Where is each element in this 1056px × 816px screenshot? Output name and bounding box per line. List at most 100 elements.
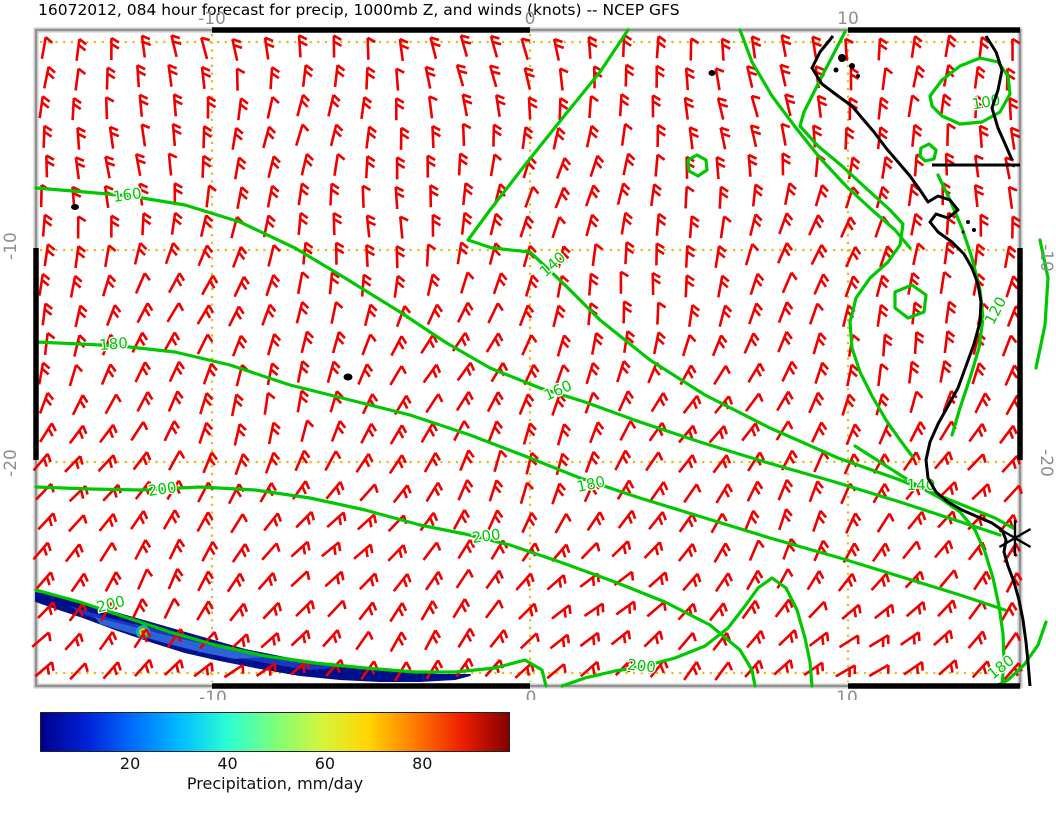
- wind-barb: [389, 602, 408, 623]
- wind-barb: [971, 660, 992, 679]
- wind-barb: [552, 304, 566, 328]
- wind-barb: [452, 598, 471, 619]
- wind-barb: [489, 212, 504, 236]
- wind-barb: [64, 455, 84, 473]
- wind-barb: [130, 510, 149, 530]
- wind-barb: [37, 601, 57, 619]
- wind-barb: [907, 272, 920, 295]
- wind-barb: [68, 364, 84, 387]
- wind-barb: [459, 271, 475, 294]
- wind-barb: [163, 420, 181, 442]
- wind-barb: [875, 393, 890, 416]
- wind-barb: [781, 360, 798, 383]
- wind-barb: [784, 93, 796, 117]
- wind-barb: [808, 631, 830, 647]
- wind-barb: [684, 66, 695, 91]
- wind-barb: [555, 452, 570, 476]
- contour-label: 200: [471, 525, 502, 547]
- wind-barb: [426, 303, 444, 326]
- wind-barb: [774, 598, 794, 618]
- wind-barb: [394, 185, 405, 210]
- wind-barb: [325, 480, 345, 500]
- wind-barb: [614, 449, 632, 471]
- wind-barb: [461, 122, 472, 146]
- wind-barb: [619, 270, 630, 294]
- wind-barb: [648, 571, 669, 588]
- wind-barb: [358, 601, 378, 621]
- wind-barb: [41, 213, 53, 237]
- wind-barb: [909, 390, 924, 414]
- wind-barb: [616, 360, 631, 383]
- wind-barb: [455, 391, 474, 412]
- wind-barb: [167, 390, 184, 412]
- wind-barb: [811, 35, 823, 59]
- wind-barb: [876, 303, 889, 327]
- wind-barb: [131, 598, 149, 620]
- wind-barb: [231, 38, 243, 61]
- wind-barb: [622, 152, 636, 176]
- wind-barb: [522, 422, 537, 445]
- wind-barb: [431, 213, 442, 237]
- wind-barb: [618, 93, 630, 117]
- wind-barb: [938, 659, 959, 676]
- wind-barb: [554, 513, 572, 534]
- wind-barb: [105, 304, 122, 327]
- wind-barb: [684, 244, 696, 268]
- wind-barb: [330, 301, 344, 324]
- wind-barb: [134, 539, 152, 561]
- wind-barb: [944, 34, 957, 58]
- wind-barb: [31, 631, 52, 648]
- wind-barb: [588, 421, 605, 444]
- wind-barb: [847, 156, 861, 180]
- wind-barb: [719, 215, 732, 239]
- contour-120-path: [686, 153, 709, 178]
- wind-barb: [654, 153, 666, 177]
- wind-barb: [231, 334, 248, 357]
- contour-label: 120: [981, 294, 1010, 328]
- wind-barb: [1000, 601, 1018, 623]
- coastline-path: [810, 35, 1032, 687]
- wind-barb: [130, 421, 149, 442]
- axis-tick-label: -10: [199, 688, 227, 700]
- wind-barb: [778, 212, 794, 235]
- wind-barb: [262, 125, 277, 149]
- wind-barb: [297, 211, 309, 235]
- wind-barb: [868, 634, 890, 648]
- wind-barb: [425, 481, 444, 503]
- coastal-islet-dot: [972, 228, 976, 232]
- wind-barb: [519, 481, 534, 505]
- contour-100-path: [738, 28, 912, 250]
- wind-barb: [429, 184, 439, 208]
- wind-barb: [38, 272, 51, 296]
- wind-barb: [873, 603, 895, 620]
- wind-barb: [98, 513, 118, 532]
- wind-barb: [99, 542, 118, 563]
- wind-barb: [162, 331, 181, 353]
- contour-label: 200: [626, 656, 656, 677]
- wind-barb: [162, 509, 181, 530]
- wind-barb: [425, 393, 444, 414]
- wind-barb: [643, 541, 664, 559]
- wind-barb: [290, 570, 311, 588]
- wind-barb: [200, 65, 212, 90]
- wind-barb: [398, 37, 410, 62]
- wind-barb: [365, 125, 377, 149]
- wind-barb: [1003, 245, 1017, 269]
- wind-barb: [677, 543, 697, 562]
- wind-barb: [296, 93, 311, 117]
- wind-barb: [140, 123, 151, 147]
- wind-barb: [546, 574, 567, 591]
- wind-barb: [202, 451, 219, 474]
- contour-200-path: [34, 485, 757, 688]
- wind-barb: [134, 152, 146, 177]
- wind-barb: [167, 63, 178, 87]
- wind-barb: [515, 572, 535, 591]
- wind-barb: [164, 242, 180, 265]
- wind-barb: [38, 95, 51, 119]
- wind-barb: [1011, 215, 1021, 239]
- wind-barb: [266, 184, 280, 208]
- wind-barb: [171, 122, 182, 147]
- wind-barb: [524, 185, 540, 208]
